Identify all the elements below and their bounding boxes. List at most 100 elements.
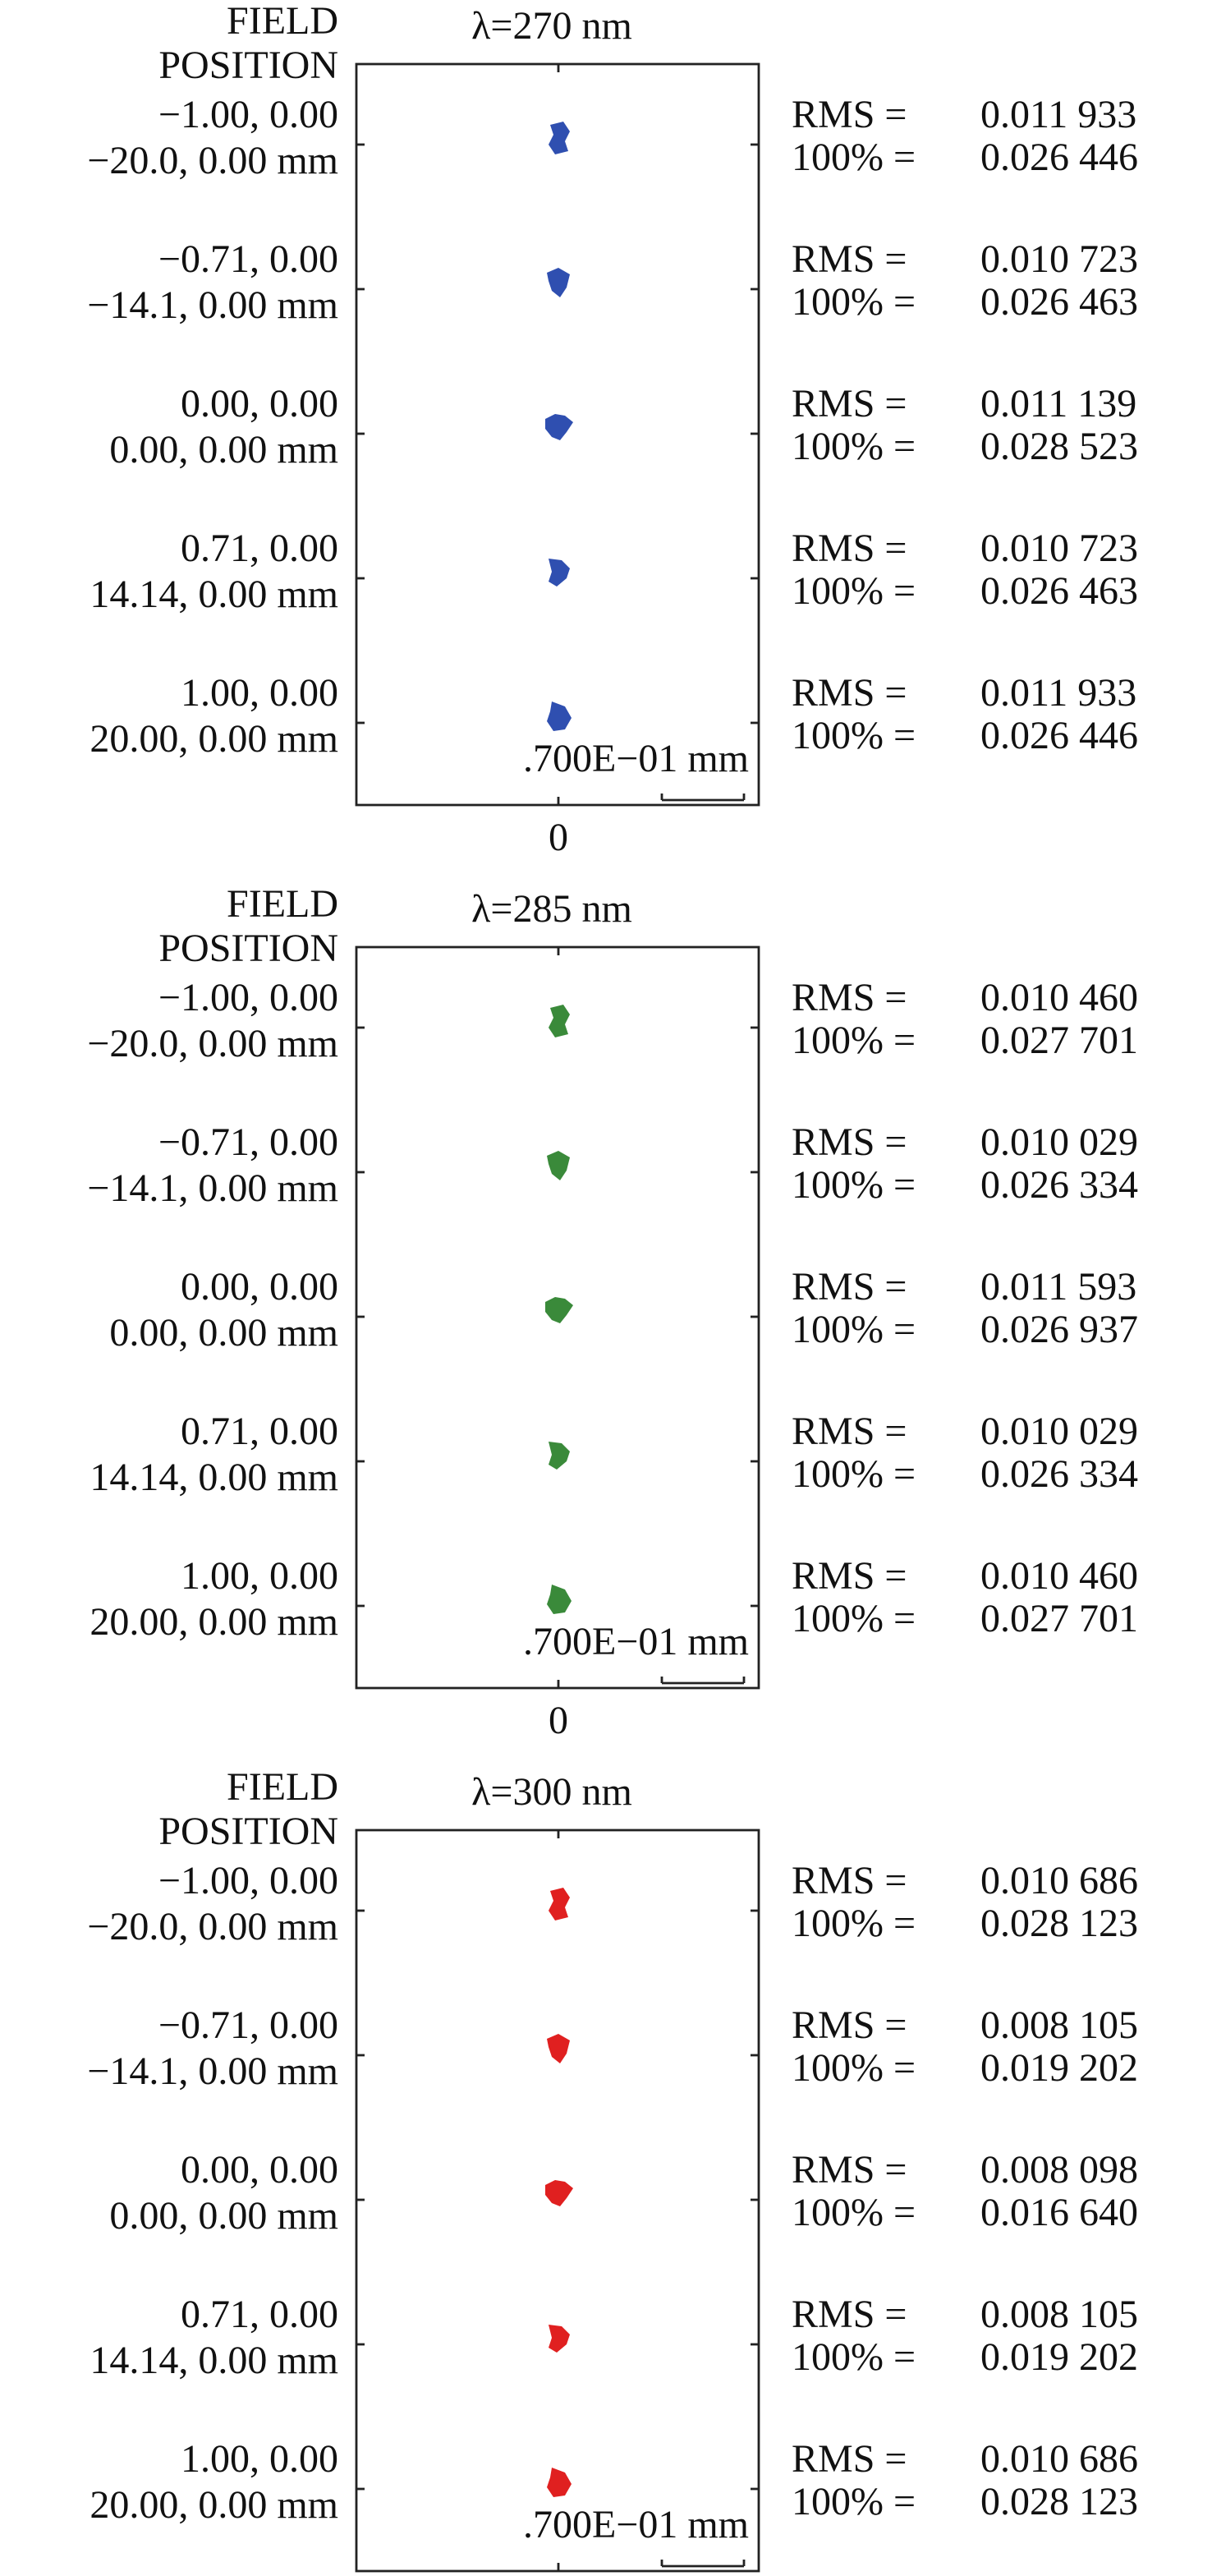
- axis-label: 0: [549, 816, 568, 859]
- field-position: −1.00, 0.00: [158, 93, 338, 136]
- pct-value: 0.019 202: [980, 2335, 1138, 2379]
- scale-label: .700E−01 mm: [523, 1620, 749, 1663]
- pct-label: 100% =: [792, 425, 916, 468]
- field-position: 1.00, 0.00: [181, 671, 338, 715]
- pct-label: 100% =: [792, 1163, 916, 1207]
- field-position: 0.00, 0.00: [181, 382, 338, 426]
- field-header: POSITION: [158, 927, 338, 970]
- field-coords: −14.1, 0.00 mm: [87, 283, 338, 327]
- pct-value: 0.027 701: [980, 1597, 1138, 1640]
- pct-value: 0.026 446: [980, 136, 1138, 179]
- spot: [547, 268, 570, 297]
- scale-label: .700E−01 mm: [523, 2503, 749, 2546]
- field-coords: 0.00, 0.00 mm: [109, 1311, 338, 1355]
- spot: [549, 1442, 570, 1470]
- spot: [545, 2180, 573, 2206]
- rms-value: 0.011 933: [980, 671, 1136, 715]
- panel-title: λ=270 nm: [471, 4, 632, 48]
- pct-value: 0.028 123: [980, 1902, 1138, 1945]
- field-position: −1.00, 0.00: [158, 976, 338, 1019]
- field-position: −0.71, 0.00: [158, 2003, 338, 2047]
- pct-value: 0.026 463: [980, 280, 1138, 324]
- rms-label: RMS =: [792, 1265, 907, 1309]
- axis-label: 0: [549, 1699, 568, 1742]
- spot: [547, 1151, 570, 1180]
- spot: [549, 122, 570, 154]
- rms-value: 0.011 933: [980, 93, 1136, 136]
- rms-value: 0.010 723: [980, 527, 1138, 570]
- rms-label: RMS =: [792, 1859, 907, 1902]
- pct-label: 100% =: [792, 1902, 916, 1945]
- field-coords: −20.0, 0.00 mm: [87, 1022, 338, 1065]
- spot: [545, 1297, 573, 1323]
- pct-label: 100% =: [792, 1308, 916, 1351]
- field-coords: −20.0, 0.00 mm: [87, 139, 338, 182]
- pct-label: 100% =: [792, 1597, 916, 1640]
- spot: [547, 2034, 570, 2063]
- pct-label: 100% =: [792, 136, 916, 179]
- field-coords: −20.0, 0.00 mm: [87, 1905, 338, 1948]
- rms-value: 0.010 686: [980, 2437, 1138, 2481]
- field-header: FIELD: [227, 882, 338, 926]
- panel-title: λ=285 nm: [471, 887, 632, 931]
- field-header: POSITION: [158, 1810, 338, 1853]
- field-coords: −14.1, 0.00 mm: [87, 2049, 338, 2093]
- pct-value: 0.028 523: [980, 425, 1138, 468]
- field-position: 0.00, 0.00: [181, 2148, 338, 2192]
- pct-label: 100% =: [792, 569, 916, 613]
- field-coords: 14.14, 0.00 mm: [90, 1456, 338, 1499]
- pct-label: 100% =: [792, 1452, 916, 1496]
- rms-label: RMS =: [792, 2148, 907, 2192]
- rms-label: RMS =: [792, 527, 907, 570]
- pct-value: 0.026 446: [980, 714, 1138, 757]
- field-position: 1.00, 0.00: [181, 1554, 338, 1598]
- field-position: 0.71, 0.00: [181, 2293, 338, 2336]
- spot: [549, 1005, 570, 1037]
- field-position: 1.00, 0.00: [181, 2437, 338, 2481]
- rms-label: RMS =: [792, 237, 907, 281]
- rms-value: 0.011 593: [980, 1265, 1136, 1309]
- rms-value: 0.010 460: [980, 1554, 1138, 1598]
- field-coords: 0.00, 0.00 mm: [109, 428, 338, 472]
- spot: [547, 1585, 572, 1614]
- field-coords: 14.14, 0.00 mm: [90, 573, 338, 616]
- rms-label: RMS =: [792, 2003, 907, 2047]
- rms-label: RMS =: [792, 93, 907, 136]
- rms-value: 0.008 105: [980, 2003, 1138, 2047]
- rms-label: RMS =: [792, 671, 907, 715]
- spot: [547, 702, 572, 731]
- spot: [545, 414, 573, 440]
- field-header: POSITION: [158, 44, 338, 87]
- rms-value: 0.010 686: [980, 1859, 1138, 1902]
- rms-value: 0.008 105: [980, 2293, 1138, 2336]
- field-header: FIELD: [227, 0, 338, 43]
- pct-label: 100% =: [792, 280, 916, 324]
- field-coords: 0.00, 0.00 mm: [109, 2194, 338, 2238]
- rms-value: 0.008 098: [980, 2148, 1138, 2192]
- pct-value: 0.026 334: [980, 1163, 1138, 1207]
- rms-value: 0.010 723: [980, 237, 1138, 281]
- pct-value: 0.016 640: [980, 2191, 1138, 2234]
- rms-label: RMS =: [792, 976, 907, 1019]
- pct-value: 0.026 334: [980, 1452, 1138, 1496]
- pct-label: 100% =: [792, 1019, 916, 1062]
- pct-value: 0.027 701: [980, 1019, 1138, 1062]
- rms-label: RMS =: [792, 382, 907, 426]
- pct-value: 0.026 937: [980, 1308, 1138, 1351]
- pct-label: 100% =: [792, 714, 916, 757]
- field-coords: 20.00, 0.00 mm: [90, 717, 338, 761]
- rms-label: RMS =: [792, 1410, 907, 1453]
- rms-value: 0.011 139: [980, 382, 1136, 426]
- field-coords: −14.1, 0.00 mm: [87, 1166, 338, 1210]
- field-position: 0.71, 0.00: [181, 1410, 338, 1453]
- rms-label: RMS =: [792, 1120, 907, 1164]
- field-header: FIELD: [227, 1765, 338, 1809]
- spot: [549, 559, 570, 586]
- field-position: 0.00, 0.00: [181, 1265, 338, 1309]
- pct-value: 0.028 123: [980, 2480, 1138, 2523]
- scale-label: .700E−01 mm: [523, 737, 749, 780]
- field-coords: 20.00, 0.00 mm: [90, 2483, 338, 2527]
- spot: [549, 2325, 570, 2353]
